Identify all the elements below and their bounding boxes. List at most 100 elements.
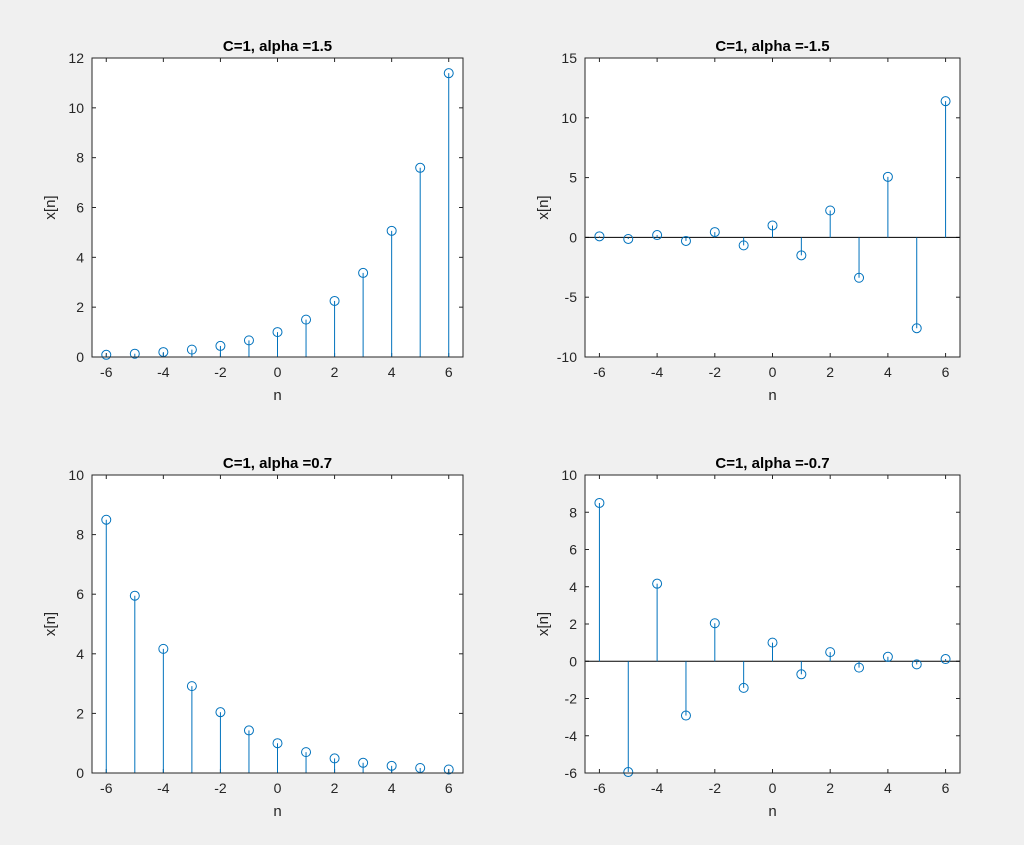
stem-marker <box>709 227 720 238</box>
stem-marker <box>101 349 112 360</box>
stem-marker <box>796 250 807 261</box>
y-tick-label: 10 <box>68 467 84 483</box>
x-axis-label: n <box>768 803 776 820</box>
y-tick-label: 0 <box>76 765 84 781</box>
axes-box <box>584 57 961 358</box>
y-tick-label: -10 <box>557 349 577 365</box>
x-tick-label: -2 <box>709 780 722 796</box>
x-axis-label: n <box>273 387 281 404</box>
y-axis-label: x[n] <box>42 612 59 636</box>
stem-marker <box>911 323 922 334</box>
y-tick-label: 4 <box>569 579 577 595</box>
x-tick-label: -2 <box>214 364 227 380</box>
y-tick-label: 4 <box>76 249 84 265</box>
y-tick-label: 10 <box>68 100 84 116</box>
y-tick-label: 2 <box>76 705 84 721</box>
stem-marker <box>623 767 634 778</box>
axes-box <box>91 57 464 358</box>
y-tick-label: 0 <box>569 229 577 245</box>
plot-title: C=1, alpha =-0.7 <box>715 455 829 472</box>
x-tick-label: -6 <box>100 364 113 380</box>
stem-marker <box>272 738 283 749</box>
stem-marker <box>825 205 836 216</box>
y-tick-label: 10 <box>561 110 577 126</box>
x-tick-label: 2 <box>826 364 834 380</box>
stem-marker <box>738 682 749 693</box>
y-tick-label: 8 <box>569 504 577 520</box>
stem-marker <box>594 497 605 508</box>
y-axis-label: x[n] <box>535 195 552 219</box>
stem-marker <box>329 753 340 764</box>
stem-marker <box>415 762 426 773</box>
stem-marker <box>825 647 836 658</box>
plot-title: C=1, alpha =0.7 <box>223 455 332 472</box>
y-tick-label: 6 <box>76 200 84 216</box>
stem-marker <box>358 757 369 768</box>
x-axis-label: n <box>768 387 776 404</box>
x-tick-label: 0 <box>769 780 777 796</box>
stem-marker <box>186 681 197 692</box>
x-tick-label: -6 <box>593 364 606 380</box>
y-tick-label: 12 <box>68 50 84 66</box>
stem-marker <box>301 747 312 758</box>
stem-marker <box>129 348 140 359</box>
y-axis-label: x[n] <box>42 195 59 219</box>
axes-box <box>584 474 961 774</box>
x-tick-label: -2 <box>214 780 227 796</box>
subplot-1: -6 -4 -2 0 2 4 6 0 2 4 6 8 10 12 C=1, alpha =1.5 n x[n] <box>42 38 464 404</box>
stem-marker <box>358 267 369 278</box>
y-tick-label: 0 <box>569 653 577 669</box>
y-tick-label: 0 <box>76 349 84 365</box>
x-tick-label: 0 <box>769 364 777 380</box>
subplot-4: -6 -4 -2 0 2 4 6 -6 -4 -2 0 2 4 6 8 10 C=1, alpha =-0.7 n… <box>535 455 961 820</box>
stem-marker <box>243 335 254 346</box>
stem-marker <box>443 68 454 79</box>
plot-area <box>92 58 463 357</box>
stem-marker <box>652 230 663 241</box>
stem-marker <box>415 162 426 173</box>
subplot-2: -6 -4 -2 0 2 4 6 -10 -5 0 5 10 15 C=1, alpha =-1.5 n x[… <box>535 38 961 404</box>
stem-marker <box>854 272 865 283</box>
stem-marker <box>911 659 922 670</box>
stem-marker <box>186 344 197 355</box>
y-tick-label: 15 <box>561 50 577 66</box>
x-tick-label: 2 <box>331 364 339 380</box>
stem-marker <box>767 637 778 648</box>
axes-box <box>91 474 464 774</box>
stem-marker <box>594 231 605 242</box>
stem-marker <box>243 725 254 736</box>
stem-marker <box>215 340 226 351</box>
y-tick-label: 2 <box>76 299 84 315</box>
stem-marker <box>272 327 283 338</box>
x-tick-label: 6 <box>942 364 950 380</box>
y-tick-label: 2 <box>569 616 577 632</box>
x-tick-label: -6 <box>100 780 113 796</box>
x-tick-label: 4 <box>388 364 396 380</box>
x-tick-label: 6 <box>445 364 453 380</box>
y-tick-label: 6 <box>569 542 577 558</box>
stem-marker <box>386 225 397 236</box>
stem-marker <box>680 710 691 721</box>
x-tick-label: 2 <box>826 780 834 796</box>
stem-marker <box>443 764 454 775</box>
stem-marker <box>158 643 169 654</box>
x-axis-label: n <box>273 803 281 820</box>
y-tick-label: 8 <box>76 150 84 166</box>
y-tick-label: -2 <box>565 691 578 707</box>
stem-marker <box>623 233 634 244</box>
stem-marker <box>386 760 397 771</box>
x-tick-label: 4 <box>884 364 892 380</box>
subplot-3: -6 -4 -2 0 2 4 6 0 2 4 6 8 10 C=1, alpha =0.7 n x[n] <box>42 455 464 820</box>
stem-marker <box>940 96 951 107</box>
x-tick-label: -4 <box>157 780 170 796</box>
stem-marker <box>767 220 778 231</box>
y-tick-label: 4 <box>76 646 84 662</box>
x-tick-label: -4 <box>651 780 664 796</box>
y-tick-label: 8 <box>76 527 84 543</box>
x-tick-label: 4 <box>884 780 892 796</box>
x-tick-label: -2 <box>709 364 722 380</box>
stem-marker <box>796 669 807 680</box>
y-tick-label: -6 <box>565 765 578 781</box>
stem-marker <box>129 590 140 601</box>
